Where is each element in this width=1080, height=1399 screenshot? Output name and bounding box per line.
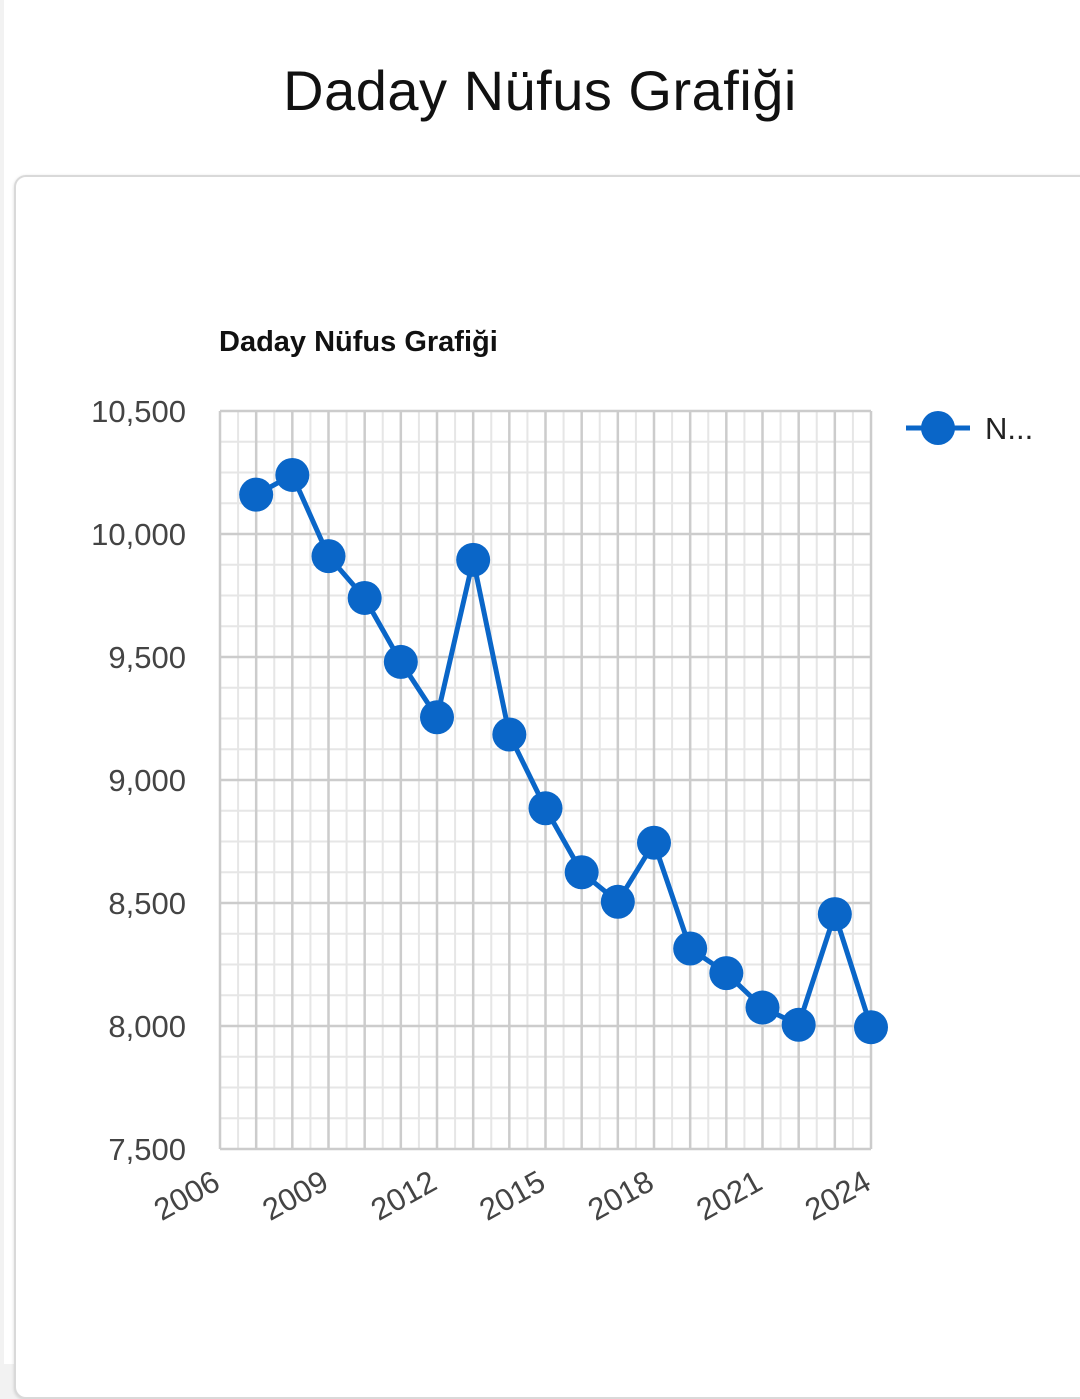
data-point[interactable]: [745, 990, 780, 1025]
y-tick-label: 9,500: [108, 640, 186, 675]
data-point[interactable]: [239, 477, 274, 512]
data-point[interactable]: [600, 884, 635, 919]
x-tick-label: 2015: [474, 1164, 551, 1228]
y-tick-label: 10,000: [91, 517, 186, 552]
y-tick-label: 9,000: [108, 763, 186, 798]
data-point[interactable]: [275, 457, 310, 492]
chart-card: [14, 175, 1080, 1399]
data-point[interactable]: [456, 542, 491, 577]
series-line: [239, 457, 888, 1045]
data-point[interactable]: [311, 539, 346, 574]
data-point[interactable]: [709, 956, 744, 991]
x-tick-label: 2012: [365, 1164, 442, 1228]
legend-label[interactable]: N...: [985, 411, 1033, 446]
data-point[interactable]: [492, 717, 527, 752]
y-tick-label: 8,500: [108, 886, 186, 921]
legend-marker: [921, 411, 955, 445]
x-tick-label: 2006: [148, 1164, 225, 1228]
y-axis-tick-labels: 7,500 8,000 8,500 9,000 9,500 10,000 10,500: [91, 394, 186, 1167]
data-point[interactable]: [817, 897, 852, 932]
y-tick-label: 7,500: [108, 1132, 186, 1167]
x-axis-tick-labels: 2006 2009 2012 2015 2018 2021 2024: [148, 1164, 876, 1228]
chart-title: Daday Nüfus Grafiği: [219, 326, 498, 358]
x-tick-label: 2024: [799, 1164, 876, 1228]
data-point[interactable]: [564, 855, 599, 890]
data-point[interactable]: [781, 1007, 816, 1042]
data-point[interactable]: [420, 700, 454, 735]
y-tick-label: 8,000: [108, 1009, 186, 1044]
data-point[interactable]: [383, 644, 418, 679]
page-title: Daday Nüfus Grafiği: [283, 59, 797, 122]
data-point[interactable]: [347, 580, 382, 615]
major-gridlines: [218, 409, 873, 1151]
line-chart: 7,500 8,000 8,500 9,000 9,500 10,000 10,500 20…: [91, 326, 1033, 1228]
y-tick-label: 10,500: [91, 394, 186, 429]
data-point[interactable]: [528, 791, 563, 826]
data-point[interactable]: [637, 825, 671, 860]
legend: N...: [906, 411, 1033, 446]
data-point[interactable]: [854, 1010, 888, 1045]
x-tick-label: 2018: [582, 1164, 659, 1228]
data-point[interactable]: [673, 931, 708, 966]
x-tick-label: 2009: [257, 1164, 334, 1228]
x-tick-label: 2021: [691, 1164, 768, 1228]
